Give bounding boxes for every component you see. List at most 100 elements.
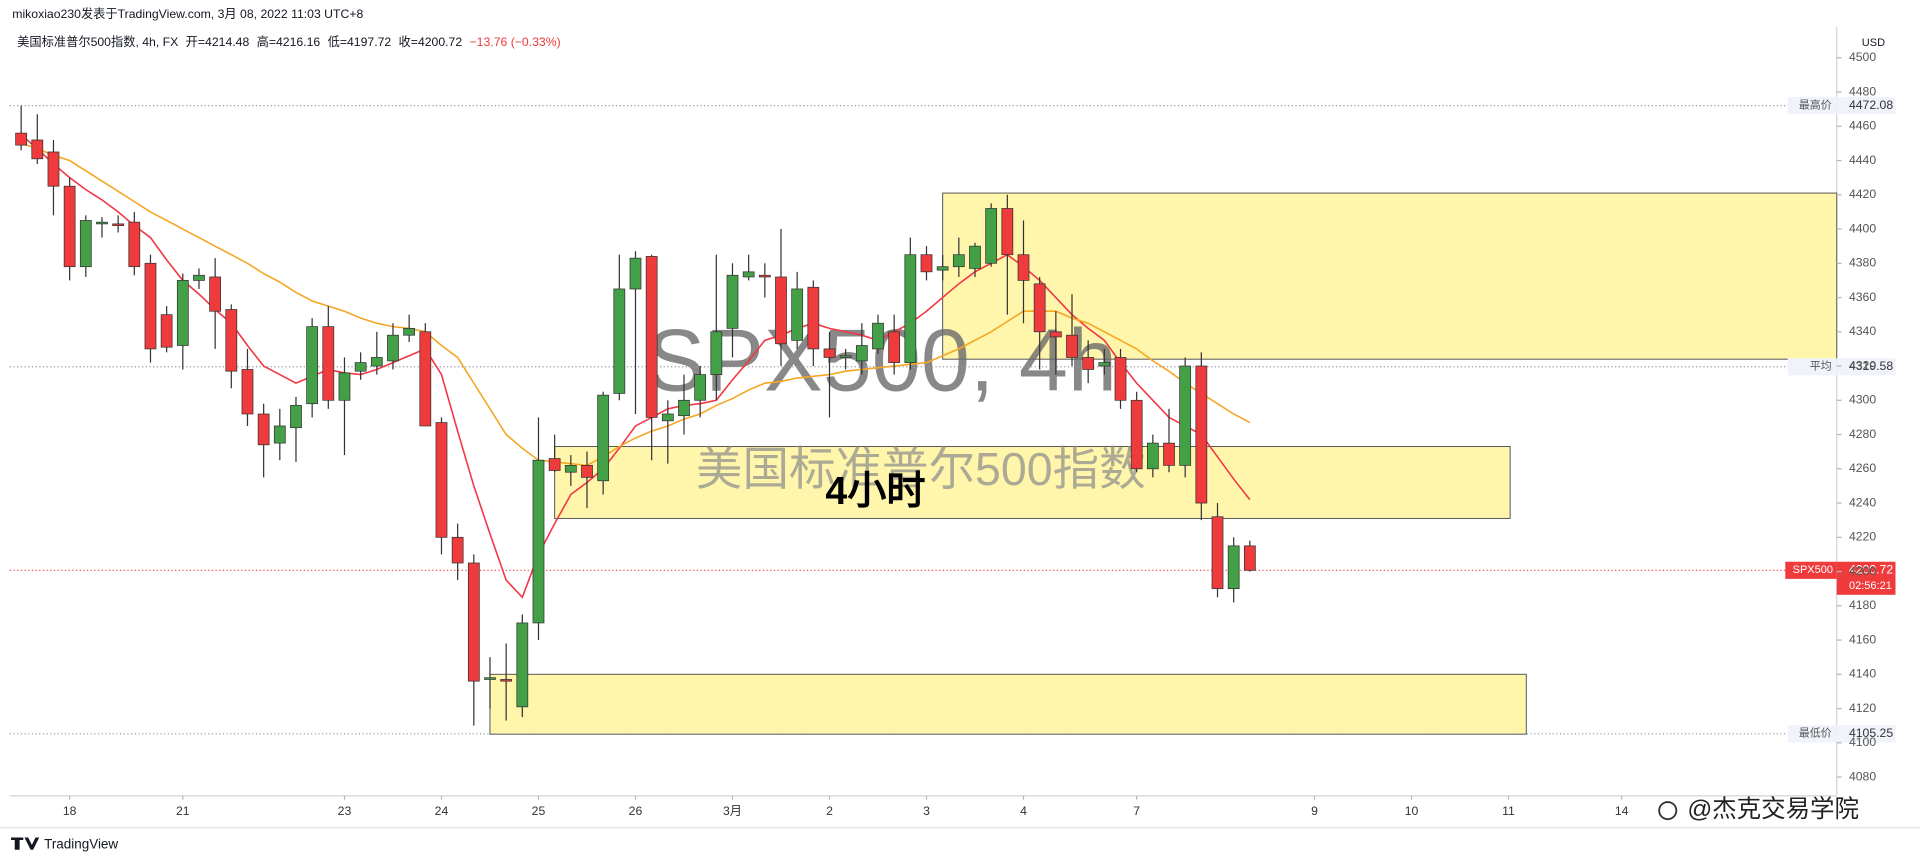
y-tick-label: 4500 [1849, 50, 1876, 64]
candle-body [1082, 357, 1095, 370]
candle-body [710, 331, 723, 375]
y-tick-label: 4120 [1849, 701, 1876, 715]
candle-body [467, 562, 480, 682]
x-tick-label: 7 [1133, 804, 1140, 818]
x-tick-label: 9 [1311, 804, 1318, 818]
x-tick-label: 18 [63, 804, 77, 818]
candle-body [1163, 442, 1175, 466]
legend-symbol: 美国标准普尔500指数, 4h, FX [17, 34, 178, 49]
legend-value: 4216.16 [276, 35, 320, 49]
watermark-subtitle: 美国标准普尔500指数 [696, 443, 1146, 495]
candle-body [387, 334, 399, 362]
legend-value: 4200.72 [418, 35, 462, 49]
legend-label: 高= [257, 34, 276, 49]
y-tick-label: 4080 [1849, 769, 1876, 783]
last-tag-bg [1785, 561, 1837, 579]
candle-body [1227, 545, 1240, 590]
candle-body [160, 314, 173, 348]
candle-body [516, 622, 529, 708]
candle-body [872, 322, 884, 350]
candle-body [1130, 399, 1143, 470]
x-tick-label: 26 [629, 804, 643, 818]
candle-body [791, 288, 804, 341]
y-tick-label: 4280 [1849, 427, 1876, 441]
zones [489, 192, 1838, 735]
candle-body [597, 394, 610, 482]
zone [489, 673, 1527, 735]
x-tick-label: 3月 [723, 804, 742, 818]
candle-body [548, 458, 561, 471]
level-tag: 平均 [1810, 360, 1832, 373]
x-tick-label: 4 [1020, 804, 1027, 818]
credit: @杰克交易学院 [1687, 795, 1859, 823]
level-tag: 最高价 [1799, 97, 1832, 111]
header: mikoxiao230发表于TradingView.com, 3月 08, 20… [12, 6, 363, 21]
last-value: 4200.72 [1849, 563, 1893, 577]
candle-body [952, 254, 965, 268]
candle-body [839, 355, 852, 358]
candle-body [419, 331, 432, 427]
credit-icon [1658, 801, 1678, 821]
level-value-bg [1836, 97, 1896, 115]
candle-body [920, 254, 933, 273]
candle-body [1017, 254, 1030, 281]
candle-body [1001, 208, 1014, 256]
level-value: 4319.58 [1849, 359, 1893, 373]
candle-body [807, 286, 820, 350]
legend-value: 4197.72 [347, 35, 391, 49]
candle-body [322, 326, 335, 401]
y-tick-label: 4320 [1849, 358, 1876, 372]
y-tick-label: 4240 [1849, 495, 1876, 509]
axis: 4080 4100 4120 4140 4160 4180 4200 4220 4240 4260… [63, 50, 1877, 818]
currency: USD [1862, 37, 1885, 49]
level-tag-bg [1787, 358, 1837, 376]
x-tick-label: 14 [1615, 804, 1629, 818]
candle-body [532, 459, 545, 624]
y-tick-label: 4440 [1849, 153, 1876, 167]
candle-body [128, 221, 141, 268]
candle-body [338, 372, 351, 401]
candle-body [564, 464, 577, 473]
y-tick-label: 4340 [1849, 324, 1876, 338]
candle-body [823, 348, 836, 358]
y-tick-label: 4140 [1849, 667, 1876, 681]
candle-body [694, 374, 707, 401]
candle-body [613, 288, 626, 394]
candle-body [661, 413, 674, 422]
candle-body [484, 677, 496, 680]
candle-body [629, 257, 642, 290]
x-tick-label: 11 [1502, 804, 1515, 818]
candle-body [79, 220, 92, 268]
candle-body [435, 422, 448, 538]
candle-body [96, 221, 108, 225]
x-tick-label: 23 [338, 804, 352, 818]
countdown: 02:56:21 [1849, 580, 1892, 592]
x-tick-label: 10 [1405, 804, 1419, 818]
candle-body [985, 208, 998, 264]
candle-body [726, 274, 739, 329]
candle-body [225, 309, 238, 372]
candle-body [209, 276, 222, 312]
last-tag: SPX500 [1793, 564, 1833, 576]
legend: 美国标准普尔500指数, 4h, FX 开=4214.48 高=4216.16 低=4… [17, 34, 561, 49]
candle-body [1066, 334, 1078, 358]
annotation: 4小时 [825, 470, 925, 513]
plot [15, 105, 1256, 726]
candle-body [63, 185, 76, 268]
candle-body [241, 369, 254, 415]
candle-body [581, 464, 593, 478]
candle-body [758, 274, 771, 278]
candle-body [193, 274, 205, 281]
level-tag-bg [1787, 725, 1837, 743]
branding: TradingView [44, 836, 118, 851]
candle-body [904, 254, 917, 363]
candle-body [306, 326, 319, 405]
levels: 最高价 4472.08 平均 4319.58 最低价 4105.25 SPX500 4200.… [9, 97, 1896, 743]
y-tick-label: 4400 [1849, 221, 1876, 235]
candle-body [451, 536, 464, 564]
y-tick-label: 4420 [1849, 187, 1876, 201]
candle-body [1114, 357, 1127, 401]
candle-body [1049, 331, 1062, 338]
level-value-bg [1836, 358, 1896, 376]
